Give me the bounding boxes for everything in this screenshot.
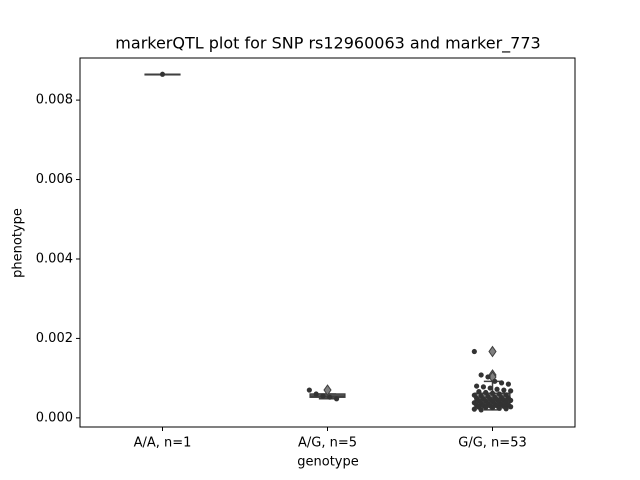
point (503, 406, 509, 412)
point (498, 380, 505, 386)
y-tick-label: 0.000 (36, 410, 73, 425)
point (494, 386, 500, 392)
point (508, 404, 514, 410)
x-tick-label: G/G, n=53 (458, 436, 526, 451)
point (320, 393, 326, 399)
point (487, 385, 493, 391)
point (478, 372, 484, 378)
outlier (488, 345, 497, 358)
y-axis-label: phenotype (11, 208, 26, 278)
point (485, 374, 491, 380)
y-tick-label: 0.004 (36, 251, 73, 266)
point (492, 378, 498, 384)
plot-frame (79, 57, 576, 428)
point (333, 396, 340, 402)
x-axis-label: genotype (297, 455, 358, 470)
point (474, 383, 480, 389)
point (496, 405, 502, 411)
point (483, 389, 489, 396)
point (327, 394, 333, 400)
x-tick-label: A/A, n=1 (134, 436, 192, 451)
point (483, 404, 489, 411)
y-tick-label: 0.006 (36, 172, 73, 187)
point (501, 387, 507, 393)
point (478, 407, 484, 413)
point (489, 405, 496, 411)
point (480, 384, 487, 390)
y-tick-label: 0.002 (36, 331, 73, 346)
outlier (323, 384, 332, 396)
point (471, 348, 477, 355)
point (313, 391, 319, 397)
point (471, 406, 477, 412)
point (306, 387, 312, 393)
point (505, 381, 511, 387)
x-tick-label: A/G, n=5 (298, 436, 357, 451)
point (476, 389, 482, 395)
point (508, 388, 514, 394)
point (159, 71, 166, 77)
y-tick-label: 0.008 (36, 93, 73, 108)
chart-title: markerQTL plot for SNP rs12960063 and ma… (115, 34, 540, 54)
point (508, 397, 514, 403)
point (489, 390, 496, 396)
